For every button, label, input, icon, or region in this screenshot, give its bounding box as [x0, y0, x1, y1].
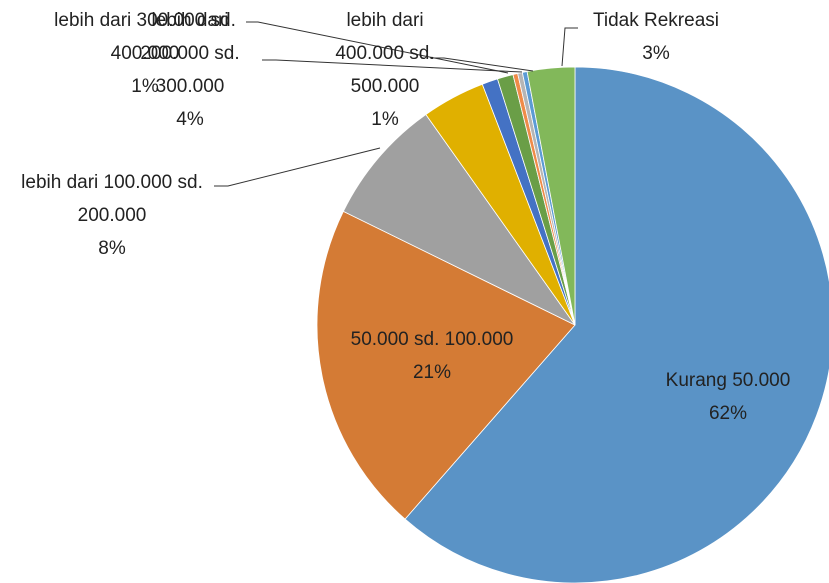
percent-label: 1% [371, 109, 399, 130]
data-label: lebih dari 400.000 sd. 500.000 1% [320, 4, 450, 136]
percent-label: 4% [176, 109, 204, 130]
data-label: lebih dari 200.000 sd. 300.000 4% [135, 4, 245, 136]
category-label: lebih dari 300.000 sd. 400.000 [54, 10, 236, 64]
category-label: Kurang 50.000 [665, 370, 791, 391]
leader-line [430, 57, 534, 72]
category-label: lebih dari 200.000 sd. 300.000 [140, 10, 240, 97]
pie-slice [404, 66, 829, 583]
data-label: lebih dari 300.000 sd. 400.000 1% [43, 4, 248, 103]
category-label: Tidak Rekreasi [592, 10, 719, 31]
data-label: Tidak Rekreasi 3% [571, 4, 741, 70]
leader-line [214, 147, 381, 187]
category-label: lebih dari 100.000 sd. 200.000 [21, 172, 203, 226]
percent-label: 8% [98, 238, 126, 259]
pie-slice [526, 66, 576, 326]
data-label: 50.000 sd. 100.000 21% [317, 323, 547, 389]
pie-slice [342, 113, 576, 326]
slices [316, 66, 829, 583]
percent-label: 3% [642, 43, 670, 64]
data-label: lebih dari 100.000 sd. 200.000 8% [10, 166, 215, 265]
data-label: Kurang 50.000 62% [648, 364, 808, 430]
category-label: lebih dari 400.000 sd. 500.000 [335, 10, 435, 97]
leader-line [262, 59, 523, 73]
category-label: 50.000 sd. 100.000 [350, 329, 514, 350]
leader-line [246, 21, 509, 74]
leader-line [561, 27, 578, 67]
pie-slice [316, 210, 576, 520]
percent-label: 62% [708, 403, 748, 424]
percent-label: 1% [131, 76, 159, 97]
percent-label: 21% [412, 362, 452, 383]
leader-lines [214, 21, 578, 187]
